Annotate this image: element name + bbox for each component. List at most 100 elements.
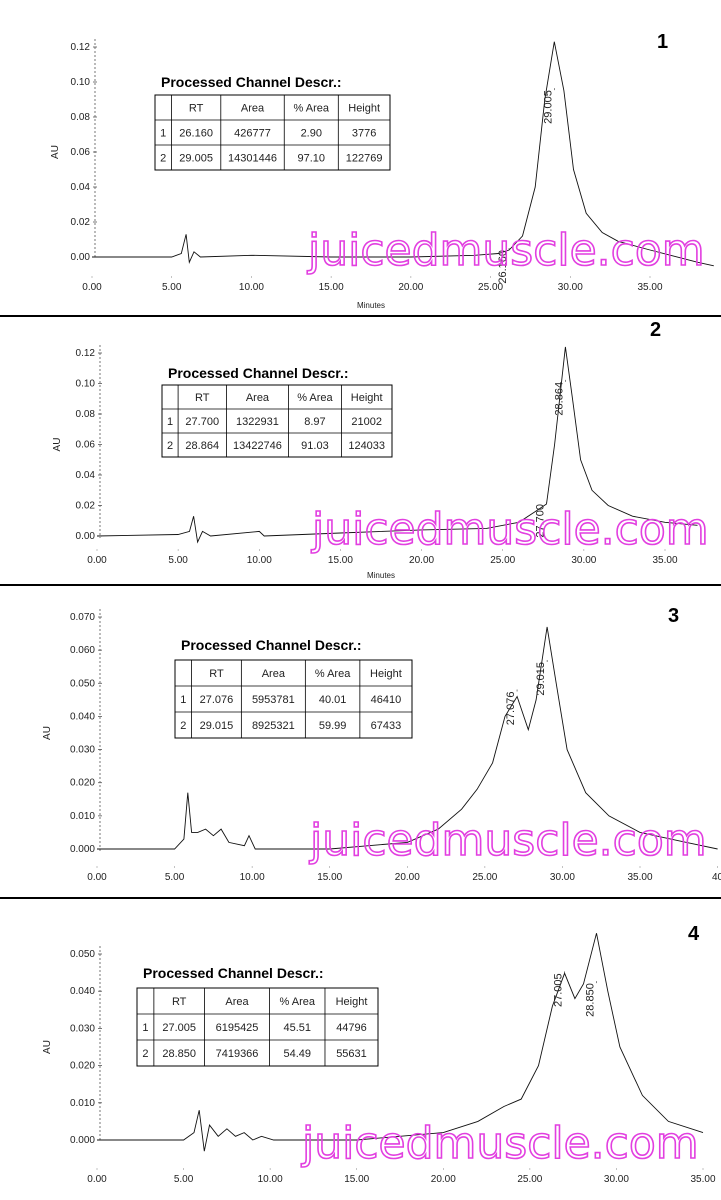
table-cell: 54.49	[283, 1048, 311, 1060]
table-cell: 13422746	[233, 440, 282, 452]
table-cell: 3776	[352, 128, 376, 140]
table-cell: 7419366	[216, 1048, 259, 1060]
table-header: % Area	[280, 996, 316, 1008]
table-border	[154, 94, 391, 171]
table-title: Processed Channel Descr.:	[168, 365, 349, 381]
peak-label: 28.850	[585, 983, 597, 1017]
table-header: % Area	[294, 103, 330, 115]
table-cell: 27.700	[185, 416, 219, 428]
table-cell: 91.03	[301, 440, 329, 452]
table-cell: 55631	[336, 1048, 367, 1060]
table-cell: 426777	[234, 128, 271, 140]
table-cell: 14301446	[228, 153, 277, 165]
x-tick-label: 40	[712, 872, 721, 883]
x-tick-label: 5.00	[165, 872, 185, 883]
table-cell: 2	[160, 153, 166, 165]
trace	[97, 933, 704, 1152]
x-tick-label: 25.00	[478, 282, 503, 293]
watermark: juicedmuscle.com	[309, 815, 707, 866]
table-title: Processed Channel Descr.:	[143, 965, 324, 981]
table-cell: 44796	[336, 1022, 367, 1034]
panel-number: 2	[650, 319, 661, 341]
y-tick-label: 0.08	[76, 409, 96, 420]
table-border	[161, 384, 393, 458]
x-tick-label: 5.00	[162, 282, 182, 293]
peak-label: 26.160	[497, 250, 509, 284]
x-tick-label: 30.00	[571, 555, 596, 566]
peak-label: 28.864	[553, 382, 565, 416]
table-cell: 46410	[371, 694, 402, 706]
y-tick-label: 0.050	[70, 949, 95, 960]
table-cell: 124033	[348, 440, 385, 452]
x-tick-label: 35.00	[690, 1174, 715, 1185]
peak-label: 27.700	[535, 504, 547, 538]
y-tick-label: 0.010	[70, 811, 95, 822]
y-tick-label: 0.00	[76, 531, 96, 542]
x-tick-label: 25.00	[490, 555, 515, 566]
y-tick-label: 0.12	[76, 348, 96, 359]
trace	[96, 346, 698, 544]
y-tick-label: 0.070	[70, 612, 95, 623]
table-header: RT	[172, 996, 187, 1008]
y-tick-label: 0.10	[71, 77, 91, 88]
table-cell: 59.99	[319, 720, 347, 732]
x-tick-label: 30.00	[550, 872, 575, 883]
table-cell: 45.51	[283, 1022, 311, 1034]
table-cell: 67433	[371, 720, 402, 732]
y-tick-label: 0.030	[70, 745, 95, 756]
y-tick-label: 0.04	[71, 182, 91, 193]
x-tick-label: 30.00	[604, 1174, 629, 1185]
y-tick-label: 0.020	[70, 778, 95, 789]
y-tick-label: 0.04	[76, 470, 96, 481]
table-cell: 1	[180, 694, 186, 706]
table-cell: 97.10	[298, 153, 326, 165]
table-header: Height	[370, 668, 402, 680]
panel-number: 4	[688, 923, 700, 945]
y-axis-label: AU	[42, 726, 53, 740]
table-header: Height	[351, 392, 383, 404]
table-title: Processed Channel Descr.:	[181, 637, 362, 653]
x-tick-label: 35.00	[637, 282, 662, 293]
table-cell: 21002	[351, 416, 382, 428]
table-border	[136, 987, 379, 1067]
y-tick-label: 0.000	[70, 1135, 95, 1146]
table-header: Area	[246, 392, 270, 404]
x-tick-label: 10.00	[258, 1174, 283, 1185]
table-cell: 8925321	[252, 720, 295, 732]
x-tick-label: 15.00	[344, 1174, 369, 1185]
trace	[97, 626, 718, 850]
peak-label: 27.076	[505, 692, 517, 726]
table-header: % Area	[297, 392, 333, 404]
y-tick-label: 0.000	[70, 844, 95, 855]
y-axis-label: AU	[52, 438, 63, 452]
table-header: RT	[209, 668, 224, 680]
x-axis-label: Minutes	[357, 301, 385, 310]
table-border	[174, 659, 413, 739]
table-header: Height	[336, 996, 368, 1008]
x-tick-label: 0.00	[87, 872, 107, 883]
x-tick-label: 10.00	[247, 555, 272, 566]
x-tick-label: 15.00	[319, 282, 344, 293]
y-tick-label: 0.06	[71, 147, 91, 158]
peak-label: 29.005	[542, 90, 554, 124]
table-title: Processed Channel Descr.:	[161, 74, 342, 90]
panel-number: 3	[668, 605, 679, 627]
y-tick-label: 0.030	[70, 1023, 95, 1034]
y-tick-label: 0.06	[76, 440, 96, 451]
table-cell: 40.01	[319, 694, 347, 706]
x-tick-label: 20.00	[398, 282, 423, 293]
y-axis-label: AU	[50, 145, 61, 159]
x-tick-label: 15.00	[317, 872, 342, 883]
table-cell: 28.850	[162, 1048, 196, 1060]
table-cell: 1322931	[236, 416, 279, 428]
x-tick-label: 20.00	[395, 872, 420, 883]
x-tick-label: 35.00	[652, 555, 677, 566]
table-header: RT	[189, 103, 204, 115]
peak-label: 27.005	[553, 973, 565, 1007]
x-tick-label: 5.00	[174, 1174, 194, 1185]
y-tick-label: 0.08	[71, 112, 91, 123]
table-cell: 6195425	[216, 1022, 259, 1034]
y-tick-label: 0.060	[70, 645, 95, 656]
x-tick-label: 0.00	[87, 1174, 107, 1185]
